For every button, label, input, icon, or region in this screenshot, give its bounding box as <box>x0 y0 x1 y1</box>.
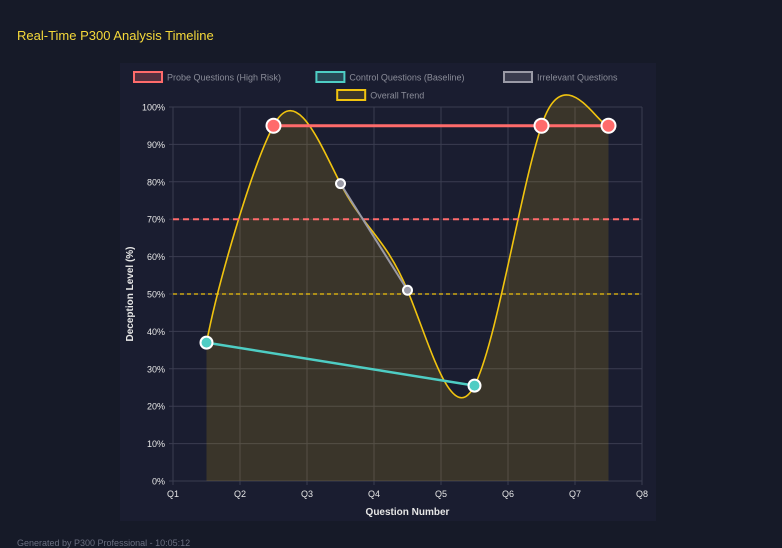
legend-item[interactable]: Irrelevant Questions <box>503 71 618 83</box>
y-tick-label: 40% <box>147 327 165 337</box>
probe-data-point <box>533 117 550 134</box>
y-tick-label: 80% <box>147 177 165 187</box>
legend-swatch <box>315 71 346 83</box>
x-tick-label: Q1 <box>167 489 179 499</box>
legend-label: Irrelevant Questions <box>537 73 618 83</box>
irrelevant-series-line <box>339 183 409 291</box>
x-tick-label: Q8 <box>636 489 648 499</box>
probe-data-point <box>265 117 282 134</box>
legend-label: Control Questions (Baseline) <box>349 73 464 83</box>
y-axis-label: Deception Level (%) <box>125 246 136 341</box>
y-tick-label: 20% <box>147 402 165 412</box>
y-tick-label: 60% <box>147 252 165 262</box>
x-tick-label: Q3 <box>301 489 313 499</box>
page-title: Real-Time P300 Analysis Timeline <box>17 28 214 43</box>
legend-item[interactable]: Probe Questions (High Risk) <box>133 71 281 83</box>
footer-text: Generated by P300 Professional - 10:05:1… <box>17 538 191 548</box>
irrelevant-data-point <box>335 178 346 190</box>
legend-swatch <box>503 71 533 83</box>
x-tick-label: Q7 <box>569 489 581 499</box>
y-tick-label: 100% <box>142 103 165 113</box>
timeline-chart: 0% 10% 20% 30% 40% 50% 60% 70% 80% 90% 100% Q1 Q2 Q3 Q… <box>125 71 648 518</box>
control-data-point <box>199 335 214 350</box>
y-tick-label: 0% <box>152 477 165 487</box>
y-tick-label: 70% <box>147 215 165 225</box>
chart-panel: 0% 10% 20% 30% 40% 50% 60% 70% 80% 90% 100% Q1 Q2 Q3 Q… <box>120 63 656 521</box>
legend-label: Probe Questions (High Risk) <box>167 73 281 83</box>
legend-item[interactable]: Overall Trend <box>336 89 424 101</box>
legend-item[interactable]: Control Questions (Baseline) <box>315 71 464 83</box>
x-tick-label: Q6 <box>502 489 514 499</box>
legend-label: Overall Trend <box>370 91 424 101</box>
irrelevant-data-point <box>402 284 413 296</box>
x-tick-label: Q5 <box>435 489 447 499</box>
x-tick-label: Q4 <box>368 489 380 499</box>
control-data-point <box>467 378 482 393</box>
x-axis-label: Question Number <box>366 507 450 518</box>
control-series-line <box>206 341 475 387</box>
y-tick-label: 10% <box>147 439 165 449</box>
legend-swatch <box>133 71 163 83</box>
y-tick-label: 90% <box>147 140 165 150</box>
probe-data-point <box>600 117 617 134</box>
trend-fill <box>206 94 609 481</box>
legend-swatch <box>336 89 367 101</box>
y-tick-label: 30% <box>147 364 165 374</box>
y-tick-label: 50% <box>147 290 165 300</box>
x-tick-label: Q2 <box>234 489 246 499</box>
